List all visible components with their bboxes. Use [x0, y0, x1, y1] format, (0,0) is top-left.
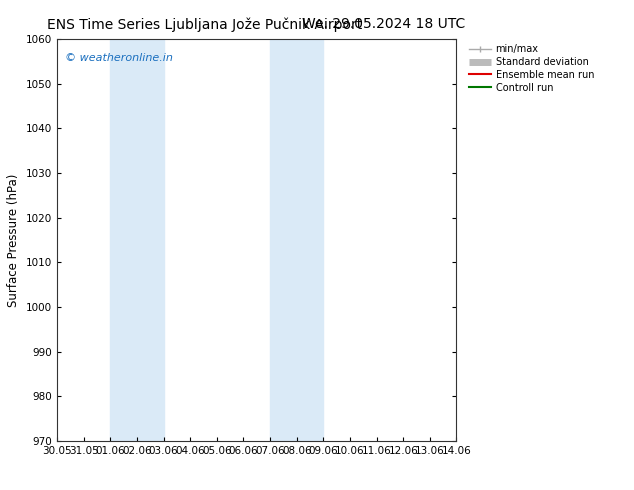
Text: ENS Time Series Ljubljana Jože Pučnik Airport: ENS Time Series Ljubljana Jože Pučnik Ai… — [48, 17, 363, 32]
Bar — [110, 39, 164, 441]
Legend: min/max, Standard deviation, Ensemble mean run, Controll run: min/max, Standard deviation, Ensemble me… — [469, 44, 594, 93]
Bar — [270, 39, 297, 441]
Text: © weatheronline.in: © weatheronline.in — [65, 53, 173, 63]
Y-axis label: Surface Pressure (hPa): Surface Pressure (hPa) — [8, 173, 20, 307]
Bar — [297, 39, 323, 441]
Text: We. 29.05.2024 18 UTC: We. 29.05.2024 18 UTC — [302, 17, 465, 31]
